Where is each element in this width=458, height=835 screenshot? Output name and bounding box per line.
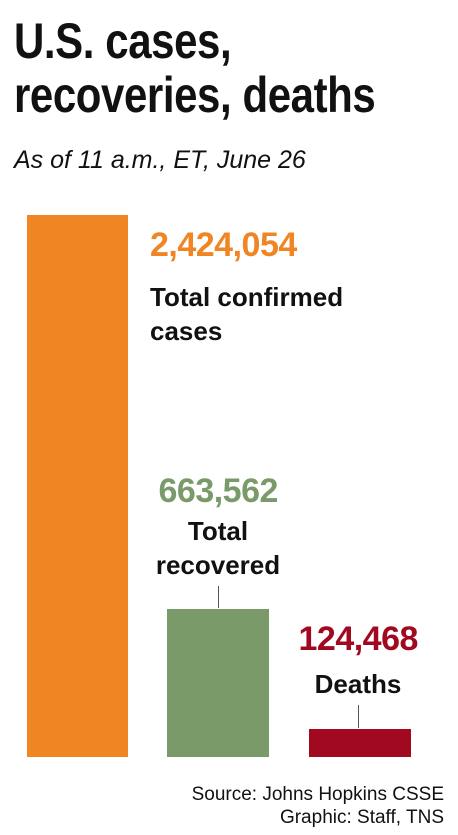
category-label: Deaths bbox=[314, 669, 402, 699]
value-label: 2,424,054 bbox=[150, 226, 297, 264]
leader-line bbox=[218, 586, 219, 608]
category-label: Total confirmed cases bbox=[150, 282, 344, 346]
chart-title: U.S. cases, recoveries, deaths bbox=[14, 13, 376, 123]
value-label: 663,562 bbox=[158, 472, 279, 510]
credit: Graphic: Staff, TNS bbox=[279, 807, 444, 828]
leader-line bbox=[358, 705, 359, 729]
value-label: 124,468 bbox=[298, 620, 419, 658]
source: Source: Johns Hopkins CSSE bbox=[191, 784, 444, 805]
chart-subtitle: As of 11 a.m., ET, June 26 bbox=[14, 146, 306, 174]
category-label: Total recovered bbox=[155, 516, 281, 580]
bar bbox=[27, 215, 128, 757]
bar bbox=[309, 729, 411, 757]
bar bbox=[167, 608, 269, 757]
